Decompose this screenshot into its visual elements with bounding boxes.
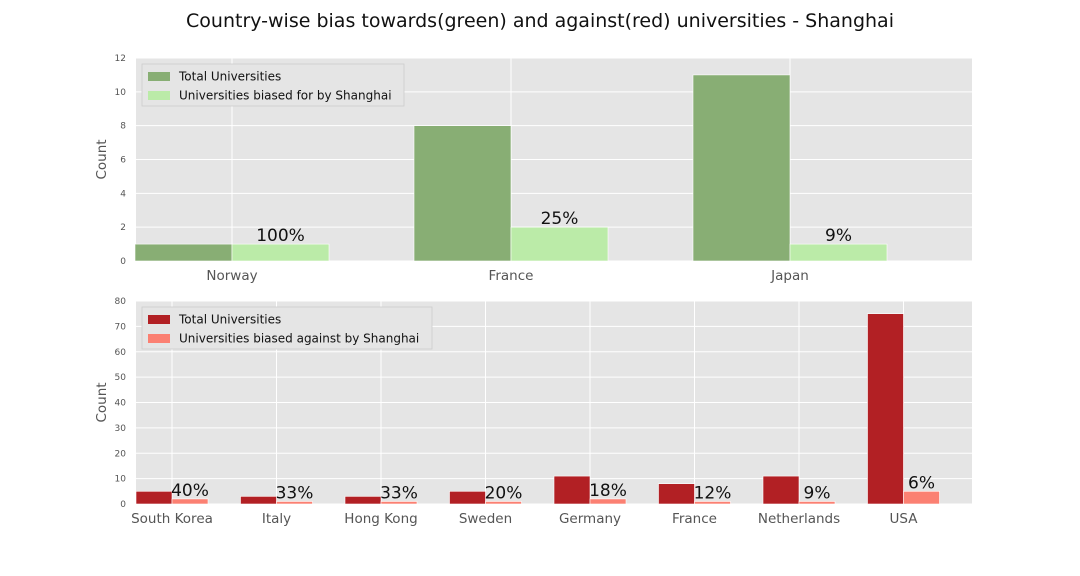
y-tick-label: 6 <box>120 156 126 166</box>
y-tick-label: 0 <box>120 257 126 267</box>
y-axis-label: Count <box>94 139 110 179</box>
legend-label: Total Universities <box>178 70 281 84</box>
y-tick-label: 4 <box>120 189 126 199</box>
bar-total <box>135 491 173 505</box>
bar-total <box>240 496 277 505</box>
bar-biased <box>903 491 940 505</box>
bar-percent-label: 33% <box>380 483 418 503</box>
bar-percent-label: 9% <box>804 483 831 503</box>
y-tick-label: 10 <box>115 88 127 98</box>
bar-biased <box>380 501 418 505</box>
y-tick-label: 30 <box>115 424 127 434</box>
legend-label: Universities biased against by Shanghai <box>179 332 419 346</box>
y-tick-label: 10 <box>115 475 127 485</box>
bar-total <box>134 243 233 262</box>
legend-box <box>141 63 405 107</box>
x-tick-label: France <box>489 268 534 284</box>
bar-percent-label: 40% <box>171 481 209 501</box>
legend-swatch <box>148 334 170 343</box>
bar-biased <box>589 498 627 505</box>
bar-percent-label: 9% <box>825 226 852 246</box>
bar-total <box>413 125 512 262</box>
bar-biased <box>231 243 330 262</box>
y-tick-label: 60 <box>115 348 127 358</box>
bar-percent-label: 33% <box>276 483 314 503</box>
x-tick-label: Japan <box>770 268 809 284</box>
legend-label: Universities biased for by Shanghai <box>179 89 392 103</box>
bar-biased <box>171 498 209 505</box>
y-tick-label: 2 <box>120 223 126 233</box>
y-tick-label: 80 <box>115 297 127 307</box>
y-tick-label: 0 <box>120 500 126 510</box>
y-tick-label: 12 <box>115 54 126 64</box>
bar-percent-label: 6% <box>908 473 935 493</box>
x-tick-label: Germany <box>559 511 621 527</box>
chart-title: Country-wise bias towards(green) and aga… <box>186 10 894 32</box>
y-tick-label: 40 <box>115 399 127 409</box>
bar-total <box>553 475 591 505</box>
legend-box <box>141 306 433 350</box>
bar-total <box>658 483 695 505</box>
x-tick-label: South Korea <box>131 511 213 527</box>
bar-biased <box>276 501 313 505</box>
legend-swatch <box>148 91 170 100</box>
bar-total <box>867 313 904 505</box>
bar-percent-label: 25% <box>541 209 579 229</box>
bar-biased <box>798 501 836 505</box>
bar-total <box>762 475 800 505</box>
x-tick-label: Netherlands <box>758 511 840 527</box>
y-tick-label: 70 <box>115 322 127 332</box>
bar-percent-label: 18% <box>589 481 627 501</box>
x-tick-label: France <box>672 511 717 527</box>
bar-percent-label: 20% <box>485 483 523 503</box>
x-tick-label: Norway <box>206 268 257 284</box>
bar-total <box>449 491 486 505</box>
y-tick-label: 50 <box>115 373 127 383</box>
x-tick-label: USA <box>890 511 919 527</box>
legend-swatch <box>148 72 170 81</box>
bar-biased <box>510 226 609 262</box>
x-tick-label: Sweden <box>459 511 512 527</box>
x-tick-label: Hong Kong <box>344 511 417 527</box>
bar-biased <box>789 243 888 262</box>
y-tick-label: 20 <box>115 449 127 459</box>
y-axis-label: Count <box>94 382 110 422</box>
y-tick-label: 8 <box>120 122 126 132</box>
x-tick-label: Italy <box>262 511 291 527</box>
bar-percent-label: 12% <box>694 483 732 503</box>
bar-total <box>344 496 382 505</box>
bar-biased <box>694 501 731 505</box>
bar-total <box>692 74 791 262</box>
bar-percent-label: 100% <box>256 226 305 246</box>
legend-swatch <box>148 315 170 324</box>
bar-biased <box>485 501 522 505</box>
legend-label: Total Universities <box>178 313 281 327</box>
